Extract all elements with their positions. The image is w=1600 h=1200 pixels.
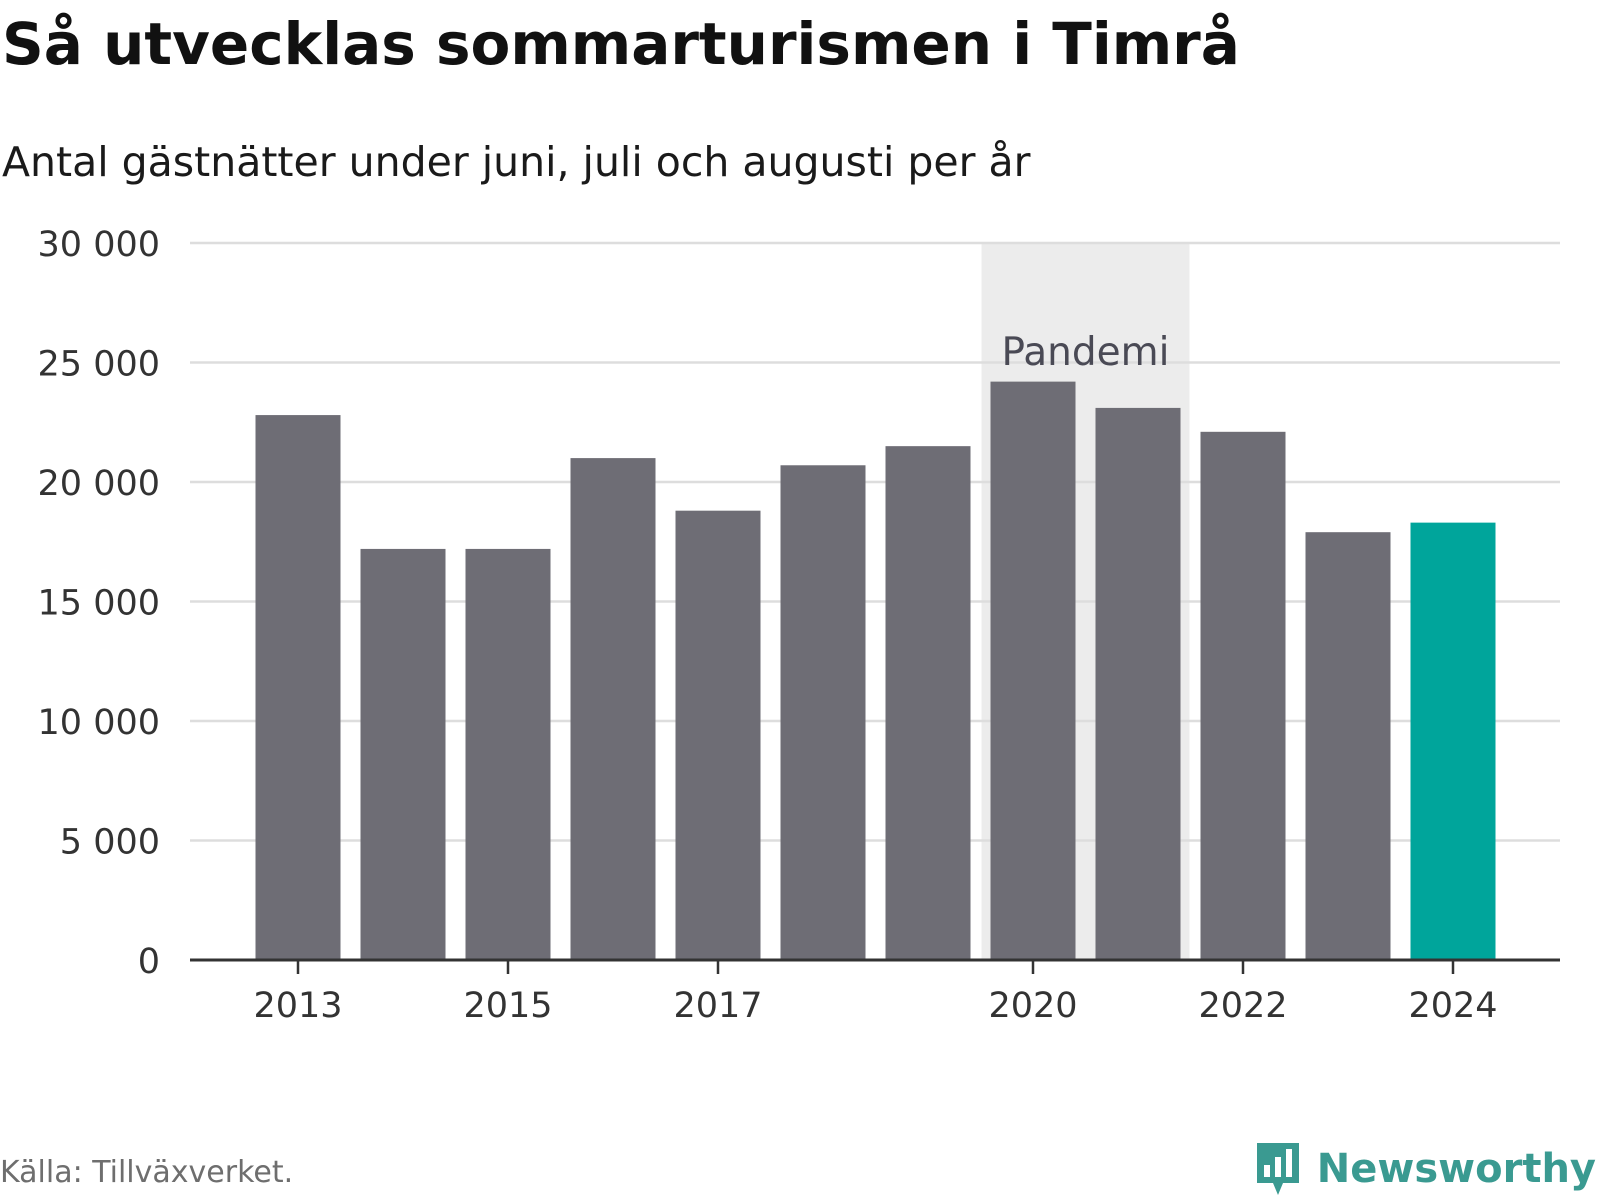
x-tick-label: 2017 [673, 986, 762, 1026]
y-tick-label: 25 000 [38, 345, 160, 385]
brand-name: Newsworthy [1316, 1146, 1596, 1192]
bar-2020 [990, 381, 1076, 960]
x-tick-label: 2015 [463, 986, 552, 1026]
y-tick-label: 5 000 [60, 823, 160, 863]
x-tick-label: 2024 [1408, 986, 1497, 1026]
newsworthy-logo-icon [1256, 1143, 1299, 1195]
bar-2017 [675, 510, 761, 960]
y-tick-label: 20 000 [38, 464, 160, 504]
chart-title: Så utvecklas sommarturismen i Timrå [2, 10, 1240, 78]
y-tick-label: 30 000 [38, 225, 160, 265]
bar-2016 [570, 458, 656, 960]
bar-2024 [1410, 522, 1496, 960]
source-note: Källa: Tillväxverket. [0, 1155, 294, 1190]
bar-2018 [780, 465, 866, 960]
x-tick-label: 2013 [253, 986, 342, 1026]
pandemic-label: Pandemi [1002, 330, 1170, 375]
bar-2021 [1095, 407, 1181, 960]
y-tick-label: 0 [138, 942, 160, 982]
bar-2014 [360, 548, 446, 960]
brand-logo-group: Newsworthy [1253, 1139, 1596, 1199]
bar-2022 [1200, 431, 1286, 960]
bar-2013 [255, 415, 341, 961]
bar-2015 [465, 548, 551, 960]
y-tick-label: 10 000 [38, 703, 160, 743]
bar-2019 [885, 446, 971, 960]
y-tick-label: 15 000 [38, 584, 160, 624]
chart-subtitle: Antal gästnätter under juni, juli och au… [2, 138, 1031, 186]
bar-2023 [1305, 532, 1391, 960]
x-tick-label: 2022 [1198, 986, 1287, 1026]
x-tick-label: 2020 [988, 986, 1077, 1026]
